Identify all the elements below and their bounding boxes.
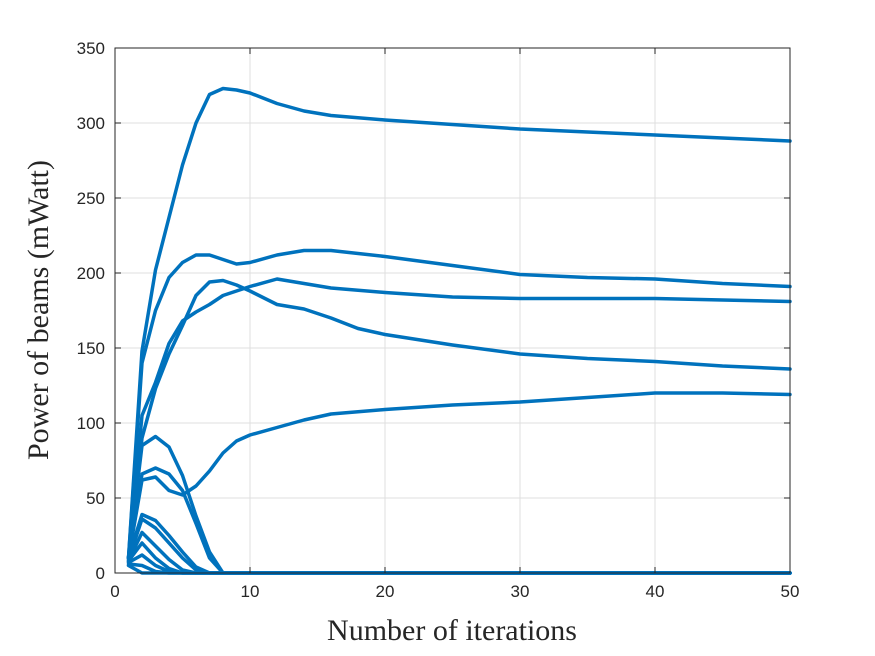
series-line-4 [126, 278, 792, 560]
x-tick-label: 20 [376, 582, 395, 601]
y-tick-label: 250 [77, 189, 105, 208]
plot-area-border [114, 47, 791, 574]
y-tick-label: 0 [96, 564, 105, 583]
x-tick-label: 0 [110, 582, 119, 601]
y-tick-label: 100 [77, 414, 105, 433]
x-tick-label: 50 [781, 582, 800, 601]
series-line-1 [126, 86, 792, 560]
series-line-3 [126, 277, 792, 560]
y-tick-label: 200 [77, 264, 105, 283]
y-tick-label: 50 [86, 489, 105, 508]
series-line-2 [126, 248, 792, 560]
y-tick-label: 300 [77, 114, 105, 133]
x-axis-label: Number of iterations [327, 614, 577, 647]
tick-labels: 0 10 20 30 40 50 0 50 100 150 200 250 300 350 [77, 39, 800, 601]
x-tick-label: 10 [241, 582, 260, 601]
y-tick-label: 150 [77, 339, 105, 358]
x-tick-label: 40 [646, 582, 665, 601]
y-axis-label: Power of beams (mWatt) [22, 160, 55, 460]
axes [114, 47, 791, 574]
x-tick-label: 30 [511, 582, 530, 601]
y-tick-label: 350 [77, 39, 105, 58]
series-line-5 [126, 391, 792, 560]
